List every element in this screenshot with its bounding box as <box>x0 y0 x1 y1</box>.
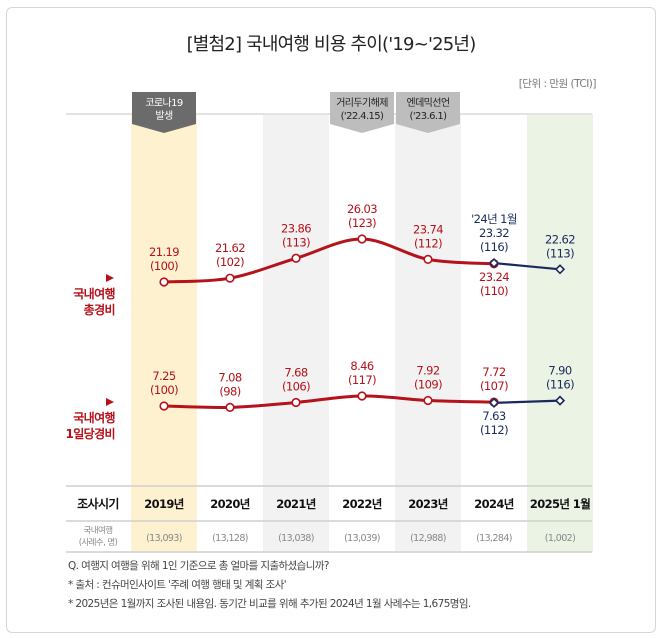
table-sample-count-1: (13,128) <box>212 533 248 544</box>
table-category-2: 2021년 <box>276 497 316 511</box>
table-category-4: 2023년 <box>408 497 448 511</box>
data-label-value-s1-5: 23.32 <box>479 226 509 240</box>
data-label-value-s0-5: 23.24 <box>479 270 509 284</box>
point-marker-s2-1 <box>225 402 235 413</box>
point-marker-s0-3 <box>357 234 367 244</box>
data-label-value-s0-1: 21.62 <box>215 241 245 255</box>
data-label-value-s3-5: 7.63 <box>482 409 505 423</box>
column-bg-2 <box>263 114 329 552</box>
data-label-index-s3-5: (112) <box>480 423 508 437</box>
point-marker-s1-6 <box>554 264 566 275</box>
table-category-3: 2022년 <box>342 497 382 511</box>
data-label-value-s2-4: 7.92 <box>416 363 439 377</box>
table-category-1: 2020년 <box>210 497 250 511</box>
data-label-index-s0-5: (110) <box>480 284 508 298</box>
data-label-value-s2-0: 7.25 <box>152 369 175 383</box>
series-label-line1-0: 국내여행 <box>73 286 115 301</box>
table-sample-count-2: (13,038) <box>278 533 314 544</box>
data-label-index-s2-2: (106) <box>282 379 310 393</box>
data-label-value-s2-5: 7.72 <box>482 365 505 379</box>
data-label-index-s3-6: (116) <box>546 378 574 392</box>
series-line-2 <box>162 394 496 410</box>
column-bg-4 <box>395 114 461 552</box>
column-bg-6 <box>527 114 593 552</box>
column-bg-1 <box>197 114 263 552</box>
data-label-index-s0-4: (112) <box>414 236 442 250</box>
data-label-index-s2-5: (107) <box>480 379 508 393</box>
column-bg-0 <box>131 114 197 552</box>
data-label-value-s0-4: 23.74 <box>413 222 443 236</box>
event-marker-0 <box>132 92 196 133</box>
table-header-label: 조사시기 <box>77 496 119 511</box>
point-marker-s0-1 <box>225 273 235 283</box>
data-annotation-s1: '24년 1월 <box>471 212 517 226</box>
point-marker-s0-2 <box>291 253 301 263</box>
table-sample-label-line1: 국내여행 <box>84 525 113 536</box>
data-label-value-s0-3: 26.03 <box>347 202 377 216</box>
data-label-index-s0-0: (100) <box>150 259 178 273</box>
point-marker-s0-4 <box>423 254 433 264</box>
data-label-value-s2-3: 8.46 <box>350 359 373 373</box>
event-marker-2 <box>396 92 460 133</box>
data-label-index-s1-6: (113) <box>546 246 574 260</box>
event-marker-1 <box>330 92 394 133</box>
point-marker-s2-2 <box>291 397 301 408</box>
data-label-index-s0-3: (123) <box>348 216 376 230</box>
series-label-line2-1: 1일당경비 <box>65 426 115 441</box>
footnote-question: Q. 여행지 여행을 위해 1인 기준으로 총 얼마를 지출하셨습니까? <box>68 560 329 572</box>
series-label-line2-0: 총경비 <box>84 302 115 317</box>
data-label-index-s0-1: (102) <box>216 255 244 269</box>
event-label-1: 거리두기해제 <box>336 96 388 109</box>
series-line-0 <box>162 237 496 284</box>
data-label-index-s2-0: (100) <box>150 383 178 397</box>
data-label-value-s2-1: 7.08 <box>218 370 241 384</box>
point-marker-s1-5 <box>488 257 500 269</box>
event-label-2: 엔데믹선언 <box>406 97 449 109</box>
point-marker-s3-5 <box>488 397 500 408</box>
table-sample-count-6: (1,002) <box>545 533 575 544</box>
point-marker-s2-4 <box>423 395 433 406</box>
table-sample-count-4: (12,988) <box>410 533 446 544</box>
data-label-index-s2-4: (109) <box>414 377 442 391</box>
table-category-6: 2025년 1월 <box>530 497 590 511</box>
data-label-value-s0-2: 23.86 <box>281 221 311 235</box>
unit-label: [단위 : 만원 (TCI)] <box>518 78 597 90</box>
table-category-5: 2024년 <box>474 497 514 511</box>
footnote-source: * 출처 : 컨슈머인사이트 '주례 여행 행태 및 계획 조사' <box>68 579 287 591</box>
event-date-0: 발생 <box>155 110 173 122</box>
point-marker-s2-0 <box>159 401 169 411</box>
data-label-value-s2-2: 7.68 <box>284 365 307 379</box>
table-sample-count-5: (13,284) <box>476 533 512 544</box>
column-bg-5 <box>461 114 527 552</box>
data-label-index-s2-3: (117) <box>348 373 376 387</box>
series-pointer-icon-0 <box>106 274 114 282</box>
table-sample-count-0: (13,093) <box>146 533 182 544</box>
column-bg-3 <box>329 114 395 552</box>
event-date-2: ('23.6.1) <box>410 111 448 122</box>
point-marker-s0-0 <box>159 277 169 287</box>
table-category-0: 2019년 <box>144 497 184 511</box>
table-sample-count-3: (13,039) <box>344 533 380 544</box>
data-label-value-s1-6: 22.62 <box>545 232 575 246</box>
footnote-note: * 2025년은 1월까지 조사된 내용임. 동기간 비교를 위해 추가된 20… <box>68 598 471 610</box>
series-label-line1-1: 국내여행 <box>73 410 115 425</box>
data-label-index-s0-2: (113) <box>282 235 310 249</box>
chart-title: [별첨2] 국내여행 비용 추이('19~'25년) <box>186 34 477 55</box>
point-marker-s2-3 <box>357 391 367 401</box>
data-label-value-s3-6: 7.90 <box>548 364 571 378</box>
event-label-0: 코로나19 <box>145 97 183 109</box>
data-label-index-s1-5: (116) <box>480 240 508 254</box>
data-label-value-s0-0: 21.19 <box>149 245 179 259</box>
point-marker-s3-6 <box>554 395 566 406</box>
data-label-index-s2-1: (98) <box>219 384 240 398</box>
event-date-1: ('22.4.15) <box>341 111 384 122</box>
table-sample-label-line2: (사례수, 명) <box>79 537 118 548</box>
series-pointer-icon-1 <box>106 398 114 406</box>
